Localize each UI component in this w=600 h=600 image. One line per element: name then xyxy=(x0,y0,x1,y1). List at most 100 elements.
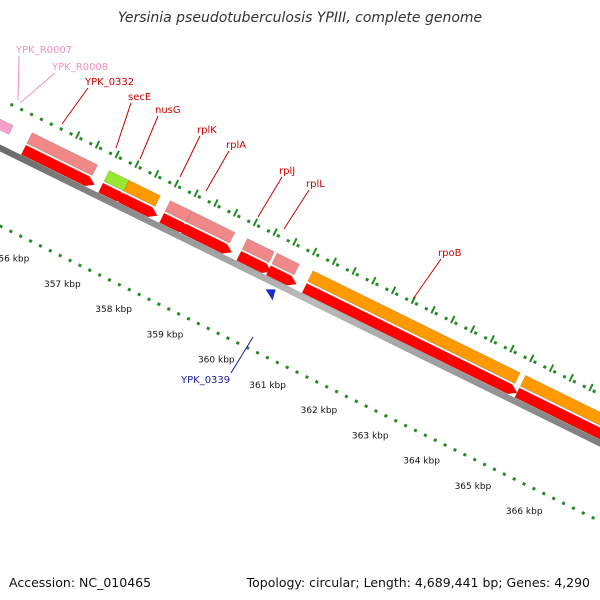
cds-feature xyxy=(514,387,600,440)
ruler-dot xyxy=(374,282,379,287)
ruler-tick xyxy=(390,286,397,295)
inner-ruler-dot xyxy=(137,292,142,297)
inner-ruler-dot xyxy=(443,443,448,448)
leader-line-YPK_0339 xyxy=(230,336,254,374)
ruler-dot xyxy=(207,199,212,204)
tick-label-366: 366 kbp xyxy=(506,507,543,517)
ruler-tick xyxy=(134,160,140,169)
ruler-dot xyxy=(434,311,439,316)
inner-ruler-dot xyxy=(68,258,73,263)
inner-ruler-dot xyxy=(334,389,339,394)
leader-line-rplA xyxy=(205,150,230,192)
gene-label-YPK_R0007: YPK_R0007 xyxy=(15,45,72,56)
ruler-tick xyxy=(272,228,278,237)
ruler-tick xyxy=(114,150,120,159)
ruler-dot xyxy=(266,229,271,234)
inner-ruler-dot xyxy=(77,263,82,268)
tick-label-364: 364 kbp xyxy=(403,457,440,467)
inner-ruler-dot xyxy=(393,418,398,423)
ruler-tick xyxy=(371,276,377,285)
inner-ruler-dot xyxy=(255,350,260,355)
inner-ruler-dot xyxy=(225,336,230,341)
ruler-tick xyxy=(351,266,357,275)
tick-label-360: 360 kbp xyxy=(198,356,235,366)
ruler-dot xyxy=(404,297,409,302)
ruler-dot xyxy=(177,185,182,190)
ruler-tick xyxy=(469,325,476,334)
inner-ruler-dot xyxy=(8,229,13,234)
gene-label-rplJ: rplJ xyxy=(279,166,295,177)
ruler-dot xyxy=(138,165,143,170)
inner-ruler-dot xyxy=(117,282,122,287)
leader-line-rplL xyxy=(283,189,310,230)
ruler-dot xyxy=(167,180,172,185)
inner-ruler-dot xyxy=(324,384,329,389)
inner-ruler-dot xyxy=(196,321,201,326)
leader-line-YPK_0332 xyxy=(61,87,89,125)
gene-feature xyxy=(271,252,300,276)
ruler-dot xyxy=(384,287,389,292)
inner-ruler-dot xyxy=(531,486,536,491)
ruler-dot xyxy=(9,102,14,107)
ruler-dot xyxy=(394,292,399,297)
inner-ruler-dot xyxy=(295,370,300,375)
ruler-dot xyxy=(69,131,74,136)
ruler-dot xyxy=(315,253,320,258)
ruler-tick xyxy=(489,334,495,343)
ruler-tick xyxy=(331,257,338,266)
ruler-dot xyxy=(355,272,360,277)
gene-label-nusG: nusG xyxy=(155,105,181,116)
ruler-dot xyxy=(88,141,93,146)
inner-ruler-dot xyxy=(0,224,3,229)
tick-label-357: 357 kbp xyxy=(44,280,81,290)
ruler-dot xyxy=(49,122,54,127)
inner-ruler-dot xyxy=(275,360,280,365)
inner-ruler-dot xyxy=(591,515,596,520)
tick-label-362: 362 kbp xyxy=(301,406,338,416)
inner-ruler-dot xyxy=(452,447,457,452)
cds-feature xyxy=(265,265,297,286)
ruler-dot xyxy=(582,384,587,389)
ruler-dot xyxy=(562,374,567,379)
inner-ruler-dot xyxy=(413,428,418,433)
ruler-dot xyxy=(187,190,192,195)
ruler-dot xyxy=(424,306,429,311)
map-layer: 356 kbp 357 kbp 358 kbp 359 kbp 360 kbp 361 k… xyxy=(0,45,600,520)
gene-label-rpoB: rpoB xyxy=(438,248,462,259)
ruler-dot xyxy=(98,146,103,151)
inner-ruler-dot xyxy=(156,302,161,307)
ruler-dot xyxy=(19,107,24,112)
inner-ruler-dot xyxy=(581,511,586,516)
ruler-dot xyxy=(108,151,113,156)
inner-ruler-dot xyxy=(502,472,507,477)
ruler-dot xyxy=(473,331,478,336)
leader-line-YPK_R0007 xyxy=(17,55,20,101)
inner-ruler-dot xyxy=(512,477,517,482)
trna-feature xyxy=(0,118,14,135)
cds-feature xyxy=(117,192,158,218)
tick-label-363: 363 kbp xyxy=(352,431,389,441)
leader-line-rplK xyxy=(179,135,201,178)
inner-ruler-dot xyxy=(373,409,379,414)
inner-ruler-dot xyxy=(354,399,359,404)
genome-backbone xyxy=(0,144,600,447)
tick-label-361: 361 kbp xyxy=(249,381,286,391)
inner-ruler-dot xyxy=(433,438,438,443)
ruler-dot xyxy=(345,267,350,272)
gene-label-rplL: rplL xyxy=(306,179,325,190)
leader-line-YPK_R0008 xyxy=(19,72,56,104)
ruler-dot xyxy=(157,175,162,180)
inner-ruler-dot xyxy=(146,297,152,302)
inner-ruler-dot xyxy=(462,452,467,457)
inner-ruler-dot xyxy=(344,394,349,399)
ruler-dot xyxy=(523,355,528,360)
inner-ruler-dot xyxy=(423,433,428,438)
gene-feature xyxy=(241,238,275,263)
ruler-dot xyxy=(483,335,488,340)
ruler-dot xyxy=(59,127,64,132)
ruler-tick xyxy=(94,140,101,149)
ruler-tick xyxy=(588,383,594,392)
gene-label-YPK_R0008: YPK_R0008 xyxy=(51,62,108,73)
ruler-dot xyxy=(325,258,330,263)
cds-feature xyxy=(236,250,272,274)
